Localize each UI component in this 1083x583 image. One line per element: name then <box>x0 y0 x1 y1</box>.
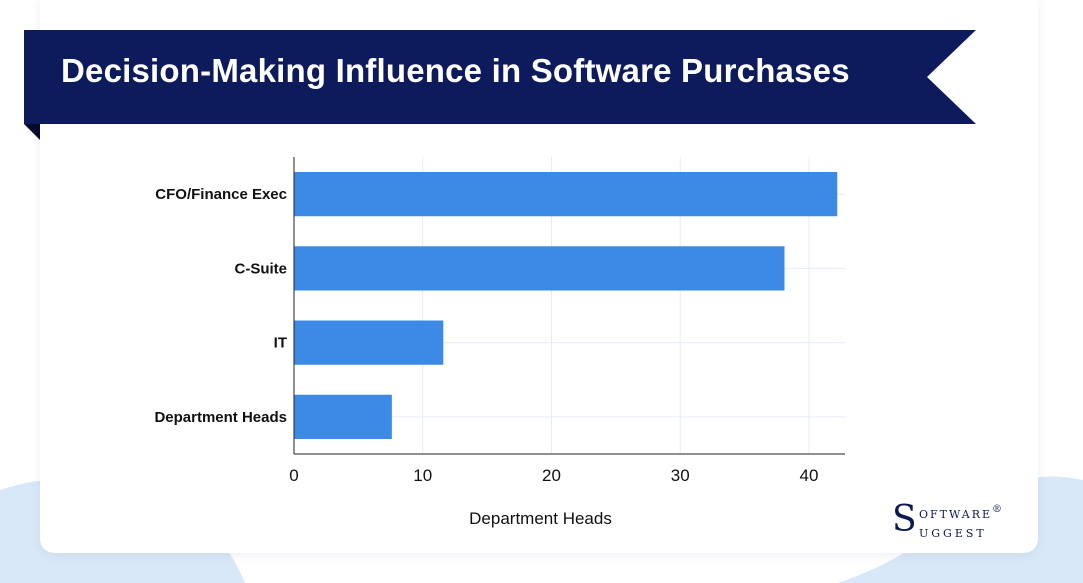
logo-registered: ® <box>992 504 1005 515</box>
logo-line2: uggest <box>919 523 987 541</box>
x-axis-title: Department Heads <box>469 509 612 528</box>
bar-3 <box>294 394 392 439</box>
bar-0 <box>294 172 838 217</box>
x-tick-label-10: 10 <box>413 466 432 485</box>
bar-2 <box>294 320 444 365</box>
category-label-0: CFO/Finance Exec <box>155 186 287 203</box>
chart-title: Decision-Making Influence in Software Pu… <box>61 52 850 89</box>
category-label-2: IT <box>274 335 287 352</box>
category-label-1: C-Suite <box>235 260 288 277</box>
logo-line1: oftware <box>919 504 993 522</box>
category-label-3: Department Heads <box>154 409 287 426</box>
banner-shape <box>24 30 976 124</box>
logo-initial: S <box>892 499 917 540</box>
x-tick-label-20: 20 <box>542 466 561 485</box>
bar-1 <box>294 246 785 291</box>
softwaresuggest-logo: S oftware® uggest <box>892 500 1032 548</box>
banner-fold <box>24 124 40 140</box>
x-tick-label-40: 40 <box>799 466 818 485</box>
title-banner <box>24 30 976 140</box>
x-tick-label-0: 0 <box>289 466 298 485</box>
x-tick-label-30: 30 <box>671 466 690 485</box>
